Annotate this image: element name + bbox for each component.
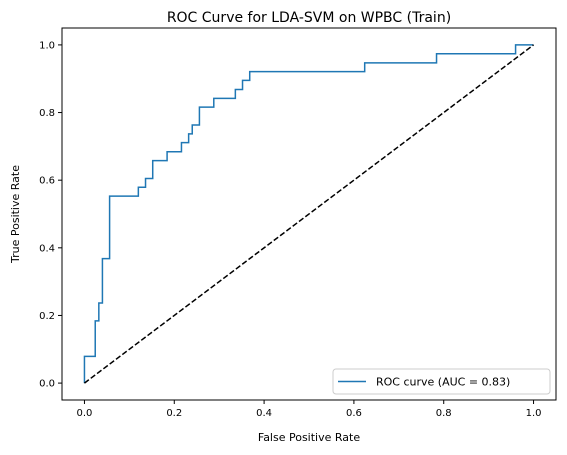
x-tick-label: 0.6: [346, 408, 362, 419]
y-tick-label: 0.4: [39, 243, 55, 254]
y-axis-label: True Positive Rate: [9, 165, 22, 264]
y-tick-label: 0.8: [39, 108, 55, 119]
legend-box: [332, 368, 551, 395]
x-tick-label: 1.0: [526, 408, 542, 419]
x-tick-label: 0.4: [256, 408, 272, 419]
x-tick-label: 0.8: [436, 408, 452, 419]
plot-frame: [61, 27, 557, 401]
y-tick-label: 0.2: [39, 311, 55, 322]
x-axis-ticks: 0.0 0.2 0.4 0.6 0.8 1.0: [77, 400, 542, 419]
x-tick-label: 0.2: [166, 408, 182, 419]
y-tick-label: 0.0: [39, 379, 55, 390]
chance-diagonal-line: [83, 44, 535, 384]
y-axis-ticks: 0.0 0.2 0.4 0.6 0.8 1.0: [39, 40, 62, 390]
legend: ROC curve (AUC = 0.83): [332, 368, 551, 395]
x-tick-label: 0.0: [77, 408, 93, 419]
y-tick-label: 1.0: [39, 40, 55, 51]
plot-lines: [83, 44, 535, 384]
x-axis-label: False Positive Rate: [258, 431, 360, 444]
chart-title: ROC Curve for LDA-SVM on WPBC (Train): [167, 10, 451, 26]
legend-label-roc: ROC curve (AUC = 0.83): [376, 376, 510, 389]
roc-curve-line: [83, 44, 534, 384]
y-tick-label: 0.6: [39, 176, 55, 187]
